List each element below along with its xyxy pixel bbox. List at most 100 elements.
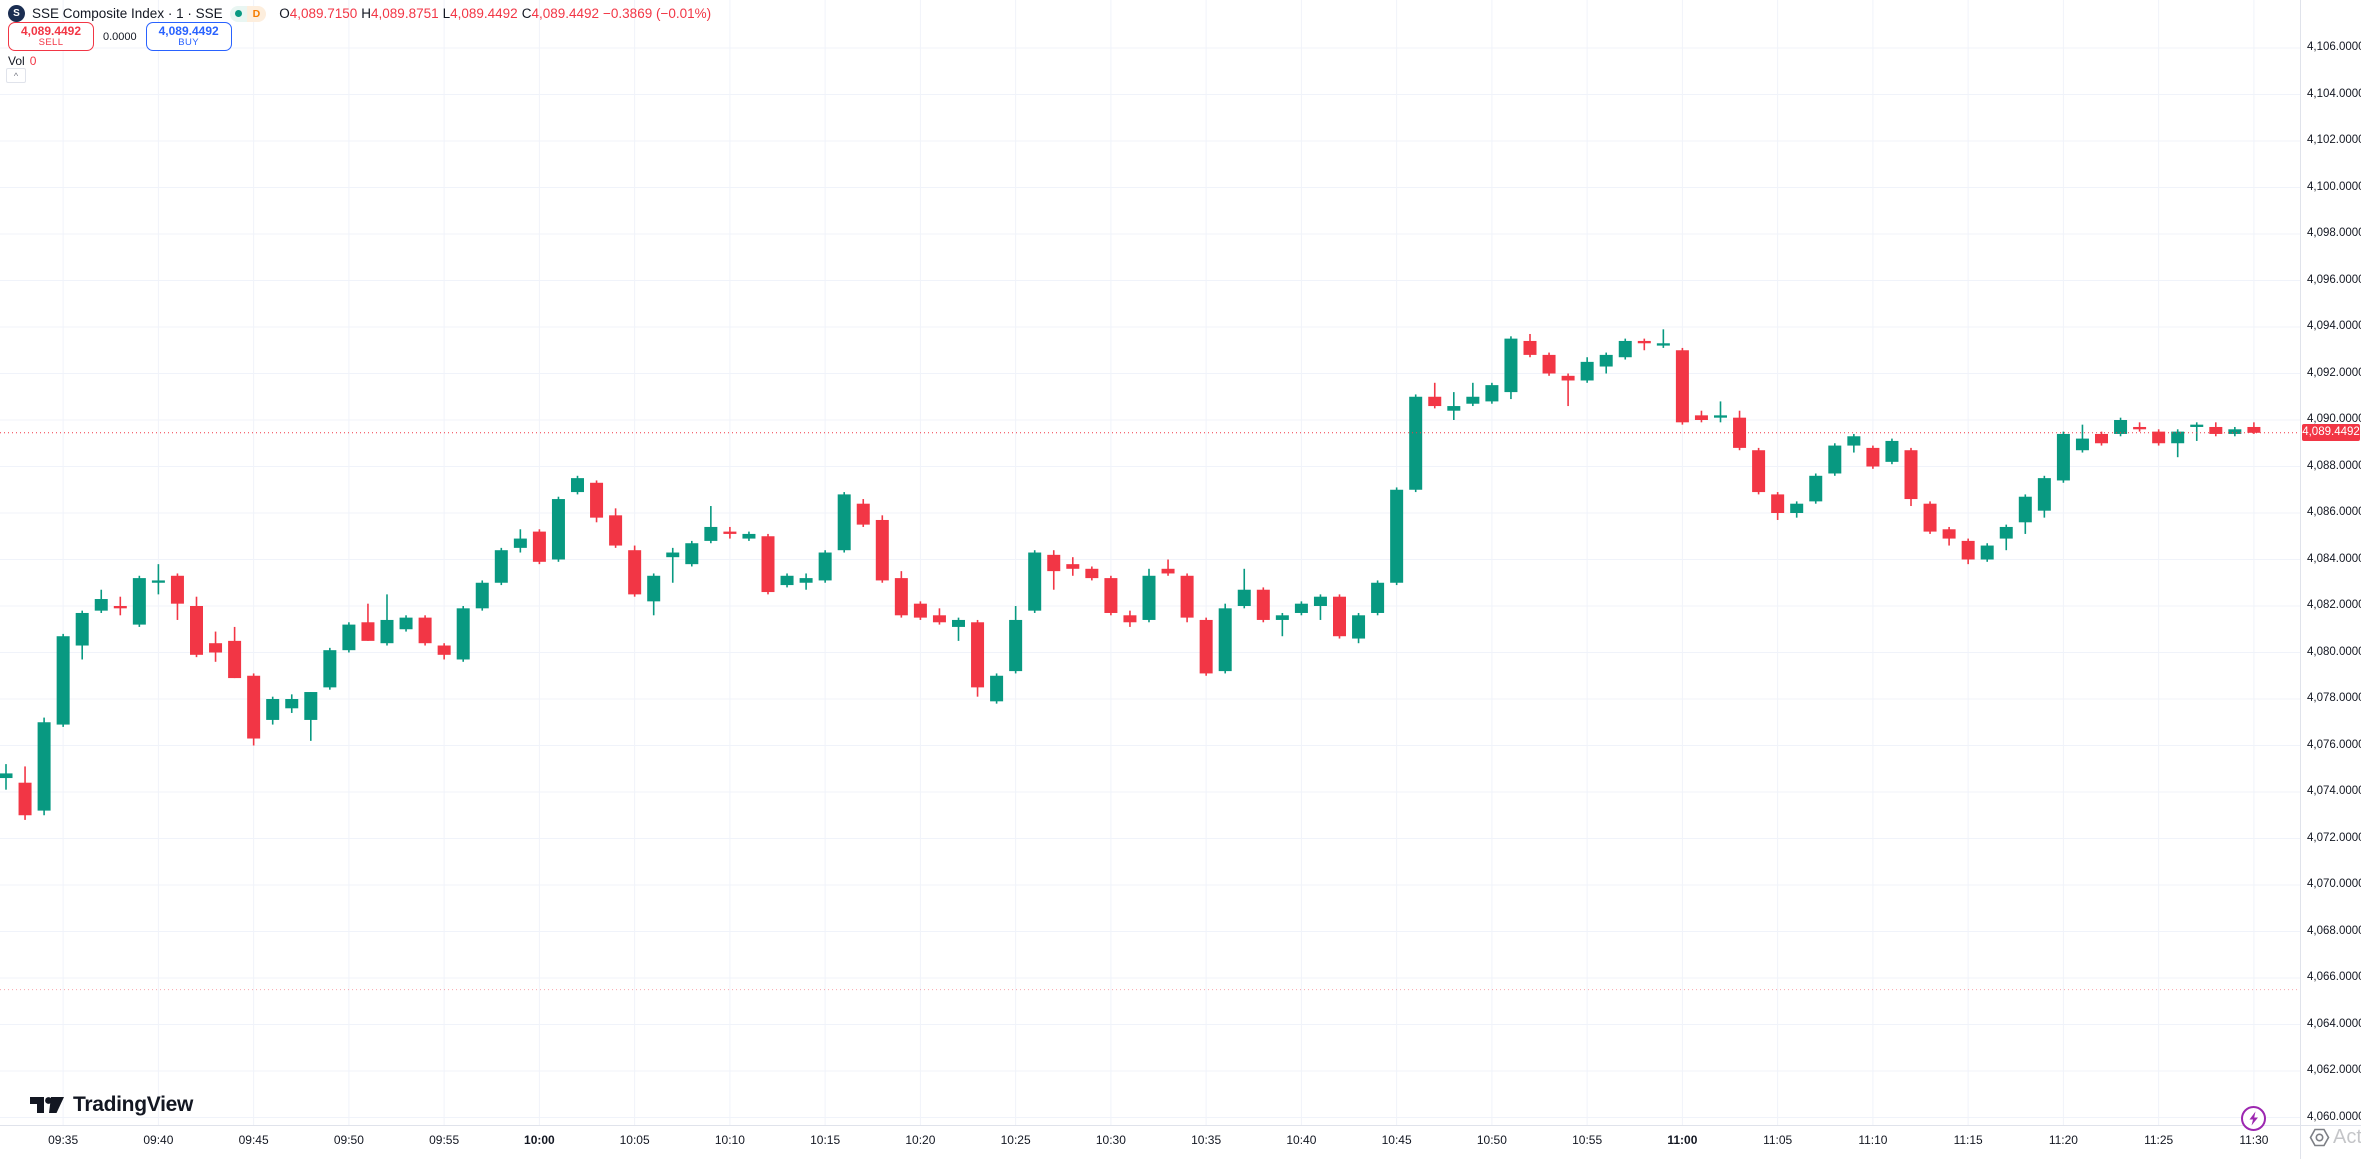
- low-value: 4,089.4492: [450, 6, 518, 21]
- buy-button[interactable]: 4,089.4492 BUY: [145, 22, 232, 51]
- candle-body: [304, 692, 318, 720]
- change-value: −0.3869 (−0.01%): [603, 6, 712, 21]
- candle-body: [1218, 608, 1232, 672]
- price-axis-separator: [2300, 0, 2301, 1159]
- candle-body: [132, 578, 146, 625]
- time-axis-label: 10:10: [714, 1133, 745, 1147]
- data-mode-badge[interactable]: D: [246, 5, 267, 22]
- candle-body: [228, 640, 242, 679]
- time-axis-label: 10:50: [1476, 1133, 1507, 1147]
- candle-body: [571, 478, 584, 493]
- time-axis[interactable]: 09:35 09:40 09:45 09:50 09:55 10:00 10:05 10:10…: [0, 1126, 2300, 1159]
- candle-body: [1542, 354, 1556, 374]
- candle-body: [1523, 340, 1537, 355]
- candle-body: [1637, 340, 1651, 344]
- price-axis-label: 4,086.0000: [2307, 506, 2361, 518]
- time-axis-label: 11:15: [1953, 1133, 1983, 1147]
- candle-body: [2228, 429, 2242, 434]
- candle-body: [75, 612, 89, 646]
- candle-body: [1809, 475, 1823, 502]
- sell-button[interactable]: 4,089.4492 SELL: [8, 22, 94, 51]
- price-axis-label: 4,070.0000: [2307, 878, 2361, 890]
- candle-body: [1104, 578, 1118, 613]
- time-axis-label: 10:00: [524, 1133, 555, 1147]
- volume-legend: Vol 0: [8, 54, 36, 68]
- collapse-legend-button[interactable]: ^: [6, 68, 26, 83]
- price-axis-label: 4,082.0000: [2307, 599, 2361, 611]
- candle-body: [1180, 575, 1194, 618]
- candle-body: [1085, 568, 1099, 579]
- candle-body: [2133, 426, 2147, 430]
- candle-body: [418, 617, 432, 644]
- symbol-title[interactable]: SSE Composite Index · 1 · SSE: [32, 6, 223, 21]
- sell-label: SELL: [38, 36, 64, 48]
- candle-body: [323, 650, 337, 688]
- candle-body: [170, 575, 184, 604]
- candle-body: [1885, 440, 1899, 462]
- candle-body: [0, 773, 13, 779]
- candle-body: [1066, 564, 1080, 569]
- candle-body: [2190, 424, 2204, 427]
- candle-body: [1999, 526, 2013, 539]
- time-axis-label: 11:00: [1667, 1133, 1698, 1147]
- time-axis-label: 09:35: [48, 1133, 79, 1147]
- time-axis-label: 09:40: [143, 1133, 174, 1147]
- candle-body: [1123, 615, 1137, 623]
- high-value: 4,089.8751: [371, 6, 439, 21]
- candle-body: [380, 619, 394, 644]
- candle-body: [742, 533, 756, 539]
- price-axis[interactable]: 4,106.0000 4,104.0000 4,102.0000 4,100.0000…: [2301, 0, 2361, 1125]
- candle-body: [1047, 554, 1061, 572]
- time-axis-label: 11:20: [2048, 1133, 2078, 1147]
- candle-body: [856, 503, 870, 525]
- top-toolbar: S SSE Composite Index · 1 · SSE D O4,089…: [6, 4, 712, 83]
- tradingview-logo-text: TradingView: [73, 1093, 194, 1116]
- candle-body: [456, 608, 470, 660]
- volume-label: Vol: [8, 54, 25, 68]
- candle-body: [2037, 478, 2051, 511]
- candle-body: [1409, 396, 1423, 490]
- candle-body: [113, 606, 127, 609]
- candle-body: [1828, 445, 1842, 474]
- candle-body: [513, 538, 527, 548]
- time-axis-label: 10:15: [810, 1133, 841, 1147]
- candle-body: [1980, 545, 1994, 560]
- price-axis-label: 4,076.0000: [2307, 738, 2361, 751]
- time-axis-label: 10:45: [1381, 1133, 1412, 1147]
- lightning-icon: [2241, 1106, 2266, 1131]
- price-axis-label: 4,104.0000: [2307, 87, 2361, 100]
- candle-body: [685, 543, 699, 565]
- price-axis-label: 4,064.0000: [2307, 1017, 2361, 1030]
- candle-body: [799, 578, 813, 583]
- candle-body: [2095, 433, 2108, 444]
- price-axis-label: 4,090.0000: [2307, 413, 2361, 425]
- candle-body: [1428, 396, 1442, 407]
- tradingview-logo[interactable]: TradingView: [30, 1093, 193, 1117]
- watermark-text: Activ: [2333, 1126, 2361, 1148]
- price-axis-label: 4,106.0000: [2307, 41, 2361, 53]
- time-axis-label: 09:45: [238, 1133, 269, 1147]
- time-axis-label: 09:50: [333, 1133, 364, 1147]
- candle-body: [2247, 426, 2261, 433]
- candle-body: [342, 624, 356, 651]
- candle-body: [2056, 433, 2070, 481]
- candle-body: [1275, 615, 1289, 620]
- trade-buttons: 4,089.4492 SELL 0.0000 4,089.4492 BUY: [8, 22, 232, 51]
- candle-body: [532, 531, 546, 562]
- candle-body: [1142, 575, 1156, 620]
- time-axis-label: 10:25: [1000, 1133, 1031, 1147]
- candle-body: [723, 531, 737, 534]
- candle-body: [2114, 420, 2128, 434]
- candle-body: [894, 578, 908, 616]
- time-axis-label: 10:20: [905, 1133, 936, 1147]
- candle-body: [1294, 603, 1308, 613]
- time-axis-label: 11:30: [2239, 1133, 2269, 1147]
- price-axis-label: 4,094.0000: [2307, 320, 2361, 332]
- instant-trading-button[interactable]: [2240, 1105, 2267, 1132]
- candle-body: [551, 499, 565, 560]
- candle-body: [2075, 438, 2089, 451]
- price-axis-label: 4,072.0000: [2307, 831, 2361, 844]
- market-status-pill: D: [229, 5, 267, 22]
